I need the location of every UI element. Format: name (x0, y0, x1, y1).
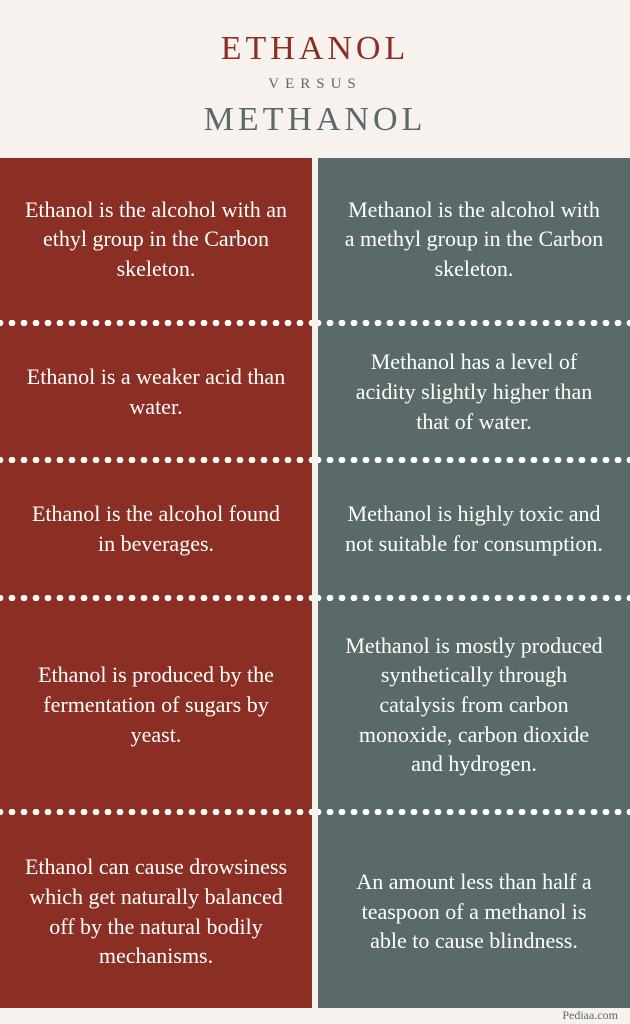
methanol-fact: Methanol is highly toxic and not suitabl… (318, 463, 630, 594)
methanol-cell: Methanol has a level of acidity slightly… (318, 326, 630, 457)
ethanol-cell: Ethanol is produced by the fermentation … (0, 601, 312, 809)
ethanol-fact: Ethanol is the alcohol found in beverage… (0, 463, 312, 594)
methanol-cell: Methanol is highly toxic and not suitabl… (318, 463, 630, 594)
ethanol-cell: Ethanol is the alcohol found in beverage… (0, 463, 312, 594)
ethanol-column: Ethanol is the alcohol with an ethyl gro… (0, 158, 312, 1008)
methanol-fact: An amount less than half a teaspoon of a… (318, 815, 630, 1008)
title-methanol: METHANOL (204, 101, 427, 139)
versus-label: VERSUS (268, 76, 362, 93)
ethanol-fact: Ethanol can cause drowsiness which get n… (0, 815, 312, 1008)
comparison-grid: Ethanol is the alcohol with an ethyl gro… (0, 158, 630, 1008)
ethanol-cell: Ethanol is the alcohol with an ethyl gro… (0, 158, 312, 320)
ethanol-fact: Ethanol is the alcohol with an ethyl gro… (0, 158, 312, 320)
methanol-fact: Methanol has a level of acidity slightly… (318, 326, 630, 457)
methanol-cell: An amount less than half a teaspoon of a… (318, 815, 630, 1008)
methanol-column: Methanol is the alcohol with a methyl gr… (318, 158, 630, 1008)
ethanol-fact: Ethanol is a weaker acid than water. (0, 326, 312, 457)
methanol-cell: Methanol is mostly produced syntheticall… (318, 601, 630, 809)
title-ethanol: ETHANOL (221, 30, 410, 68)
footer: Pediaa.com (0, 1008, 630, 1024)
ethanol-cell: Ethanol is a weaker acid than water. (0, 326, 312, 457)
ethanol-cell: Ethanol can cause drowsiness which get n… (0, 815, 312, 1008)
methanol-fact: Methanol is the alcohol with a methyl gr… (318, 158, 630, 320)
header: ETHANOL VERSUS METHANOL (0, 0, 630, 158)
ethanol-fact: Ethanol is produced by the fermentation … (0, 601, 312, 809)
attribution: Pediaa.com (562, 1008, 618, 1023)
methanol-fact: Methanol is mostly produced syntheticall… (318, 601, 630, 809)
methanol-cell: Methanol is the alcohol with a methyl gr… (318, 158, 630, 320)
